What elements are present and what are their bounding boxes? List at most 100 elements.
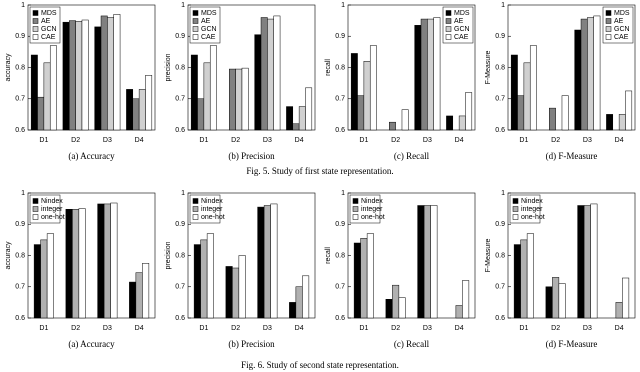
bar (417, 205, 425, 319)
x-tick-label: D2 (71, 325, 80, 332)
bar (75, 21, 83, 131)
x-tick-label: D1 (359, 325, 368, 332)
bar (72, 209, 80, 319)
y-tick-label: 0.9 (15, 33, 25, 40)
legend-swatch (192, 214, 199, 220)
bar (81, 19, 89, 131)
bar (298, 106, 306, 131)
bar (273, 15, 281, 131)
bar (292, 123, 300, 131)
chart-caption: (b) Precision (228, 339, 275, 349)
legend-label: Nindex (521, 198, 543, 205)
bar (549, 107, 556, 131)
y-tick-label: 0.8 (15, 64, 25, 71)
bar (369, 45, 377, 131)
legend-swatch (192, 18, 199, 24)
x-tick-label: D4 (615, 325, 624, 332)
bar (574, 29, 582, 131)
x-tick-label: D1 (199, 325, 208, 332)
bar (241, 67, 249, 131)
x-tick-label: D2 (231, 137, 240, 144)
x-tick-label: D2 (231, 325, 240, 332)
chart-caption: (c) Recall (394, 339, 430, 349)
x-tick-label: D1 (519, 325, 528, 332)
bar (62, 21, 70, 131)
chart-caption: (a) Accuracy (68, 151, 115, 161)
legend-label: Nindex (361, 198, 383, 205)
legend-swatch (32, 198, 39, 204)
legend-swatch (32, 214, 39, 220)
chart-caption: (a) Accuracy (68, 339, 115, 349)
legend-label: MDS (454, 10, 470, 17)
bar (350, 53, 358, 131)
y-tick-label: 0.6 (175, 127, 185, 134)
x-tick-label: D4 (295, 137, 304, 144)
bar (622, 277, 630, 319)
y-tick-label: 0.8 (15, 252, 25, 259)
legend-swatch (32, 10, 39, 16)
legend-swatch (512, 214, 519, 220)
bar (427, 18, 434, 131)
x-tick-label: D4 (135, 137, 144, 144)
bar (206, 233, 214, 319)
bar (33, 244, 41, 319)
x-tick-label: D4 (455, 137, 464, 144)
bar (37, 96, 45, 131)
bar (135, 272, 143, 319)
bar (100, 15, 108, 131)
bar (238, 255, 246, 319)
legend-swatch (605, 18, 612, 24)
bar (455, 305, 463, 319)
x-tick-label: D3 (583, 325, 592, 332)
x-tick-label: D4 (455, 325, 464, 332)
y-tick-label: 0.6 (495, 315, 505, 322)
legend-swatch (605, 34, 612, 40)
x-tick-label: D1 (359, 137, 368, 144)
bar (129, 281, 137, 319)
y-tick-label: 0.7 (335, 96, 345, 103)
bar (392, 284, 400, 319)
legend-label: CAE (201, 34, 216, 41)
y-axis-label: recall (325, 59, 332, 76)
bar (606, 114, 614, 131)
legend-label: one-hot (201, 214, 225, 221)
y-tick-label: 0.8 (175, 64, 185, 71)
y-axis-label: recall (325, 247, 332, 264)
bar (423, 205, 431, 319)
legend-swatch (445, 26, 452, 32)
bar (462, 280, 470, 319)
chart-caption: (d) F-Measure (546, 339, 598, 349)
y-axis-label: F-Measure (485, 238, 492, 272)
legend-swatch (512, 198, 519, 204)
x-tick-label: D3 (263, 325, 272, 332)
bar (232, 267, 240, 319)
y-tick-label: 0.8 (335, 64, 345, 71)
bar (193, 244, 201, 319)
y-tick-label: 0.6 (15, 127, 25, 134)
y-tick-label: 0.7 (175, 96, 185, 103)
bar (257, 206, 265, 319)
y-tick-label: 0.9 (495, 33, 505, 40)
legend-label: AE (614, 18, 624, 25)
bar (78, 208, 86, 319)
bar (110, 202, 118, 319)
legend-swatch (192, 26, 199, 32)
bar (510, 54, 518, 131)
legend-label: GCN (454, 26, 470, 33)
bar (65, 209, 73, 319)
bar (513, 244, 521, 319)
legend-swatch (192, 10, 199, 16)
bar (366, 233, 374, 319)
y-tick-label: 1 (181, 2, 185, 9)
x-tick-label: D3 (263, 137, 272, 144)
bar (203, 62, 211, 131)
y-tick-label: 0.7 (15, 284, 25, 291)
bar (260, 17, 268, 131)
legend-label: integer (41, 206, 63, 213)
bar (197, 98, 205, 131)
y-tick-label: 0.8 (335, 252, 345, 259)
bar (107, 17, 114, 131)
legend-label: CAE (41, 34, 56, 41)
bar (465, 92, 473, 131)
